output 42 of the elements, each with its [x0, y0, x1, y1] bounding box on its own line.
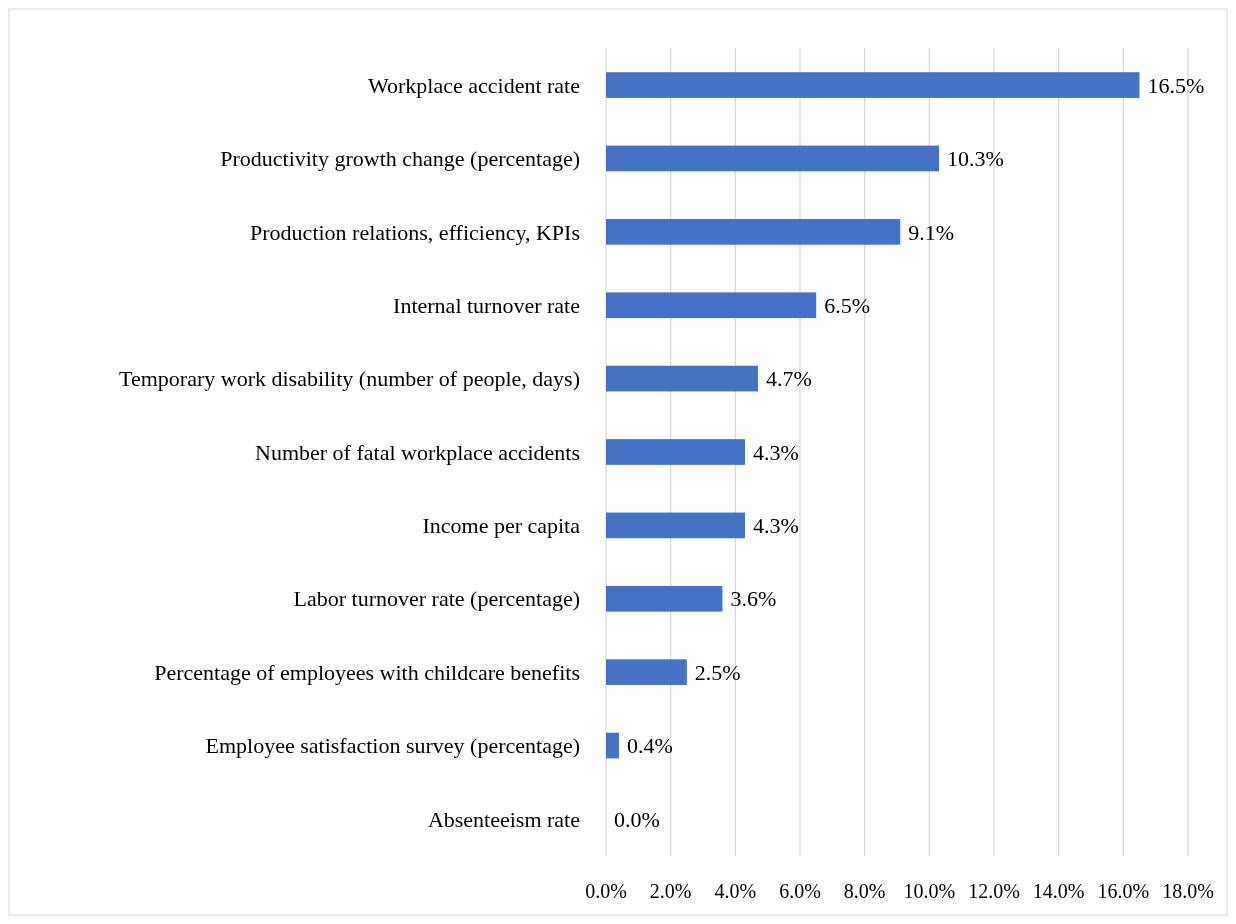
y-tick-label: Absenteeism rate [427, 806, 580, 832]
data-label: 16.5% [1147, 72, 1205, 98]
y-tick-label: Employee satisfaction survey (percentage) [205, 733, 580, 759]
x-tick-label: 0.0% [585, 880, 627, 902]
x-tick-label: 16.0% [1097, 880, 1150, 902]
y-tick-label: Income per capita [422, 513, 581, 539]
y-tick-label: Production relations, efficiency, KPIs [250, 219, 580, 245]
x-tick-label: 10.0% [903, 880, 956, 902]
x-tick-label: 6.0% [779, 880, 821, 902]
data-label: 0.4% [626, 733, 673, 759]
bar [606, 72, 1140, 98]
bar [606, 439, 746, 465]
bar [606, 218, 901, 245]
y-tick-label: Workplace accident rate [368, 72, 580, 98]
bar [606, 145, 940, 172]
bar [606, 292, 817, 319]
data-label: 10.3% [947, 146, 1004, 172]
data-label: 0.0% [614, 806, 660, 832]
y-tick-label: Labor turnover rate (percentage) [293, 586, 580, 612]
data-label: 3.6% [730, 586, 777, 612]
y-tick-label: Internal turnover rate [393, 292, 580, 318]
bar [606, 512, 746, 539]
data-label: 9.1% [908, 219, 955, 245]
bar [606, 585, 723, 612]
data-label: 2.5% [694, 659, 741, 685]
x-tick-label: 14.0% [1032, 880, 1085, 902]
bar [606, 732, 619, 759]
bar [606, 365, 758, 392]
x-tick-label: 18.0% [1162, 880, 1214, 902]
y-tick-label: Temporary work disability (number of people, days) [119, 366, 580, 392]
data-label: 4.7% [765, 366, 812, 392]
data-label: 4.3% [753, 439, 799, 465]
y-tick-label: Number of fatal workplace accidents [255, 439, 580, 465]
x-tick-label: 8.0% [843, 880, 886, 902]
x-tick-label: 2.0% [649, 880, 692, 902]
x-tick-label: 4.0% [714, 880, 757, 902]
y-tick-label: Productivity growth change (percentage) [220, 146, 580, 172]
data-label: 4.3% [753, 513, 799, 539]
y-tick-label: Percentage of employees with childcare benefits [154, 659, 580, 685]
x-tick-label: 12.0% [968, 880, 1020, 902]
bar [606, 659, 687, 686]
data-label: 6.5% [824, 292, 870, 318]
